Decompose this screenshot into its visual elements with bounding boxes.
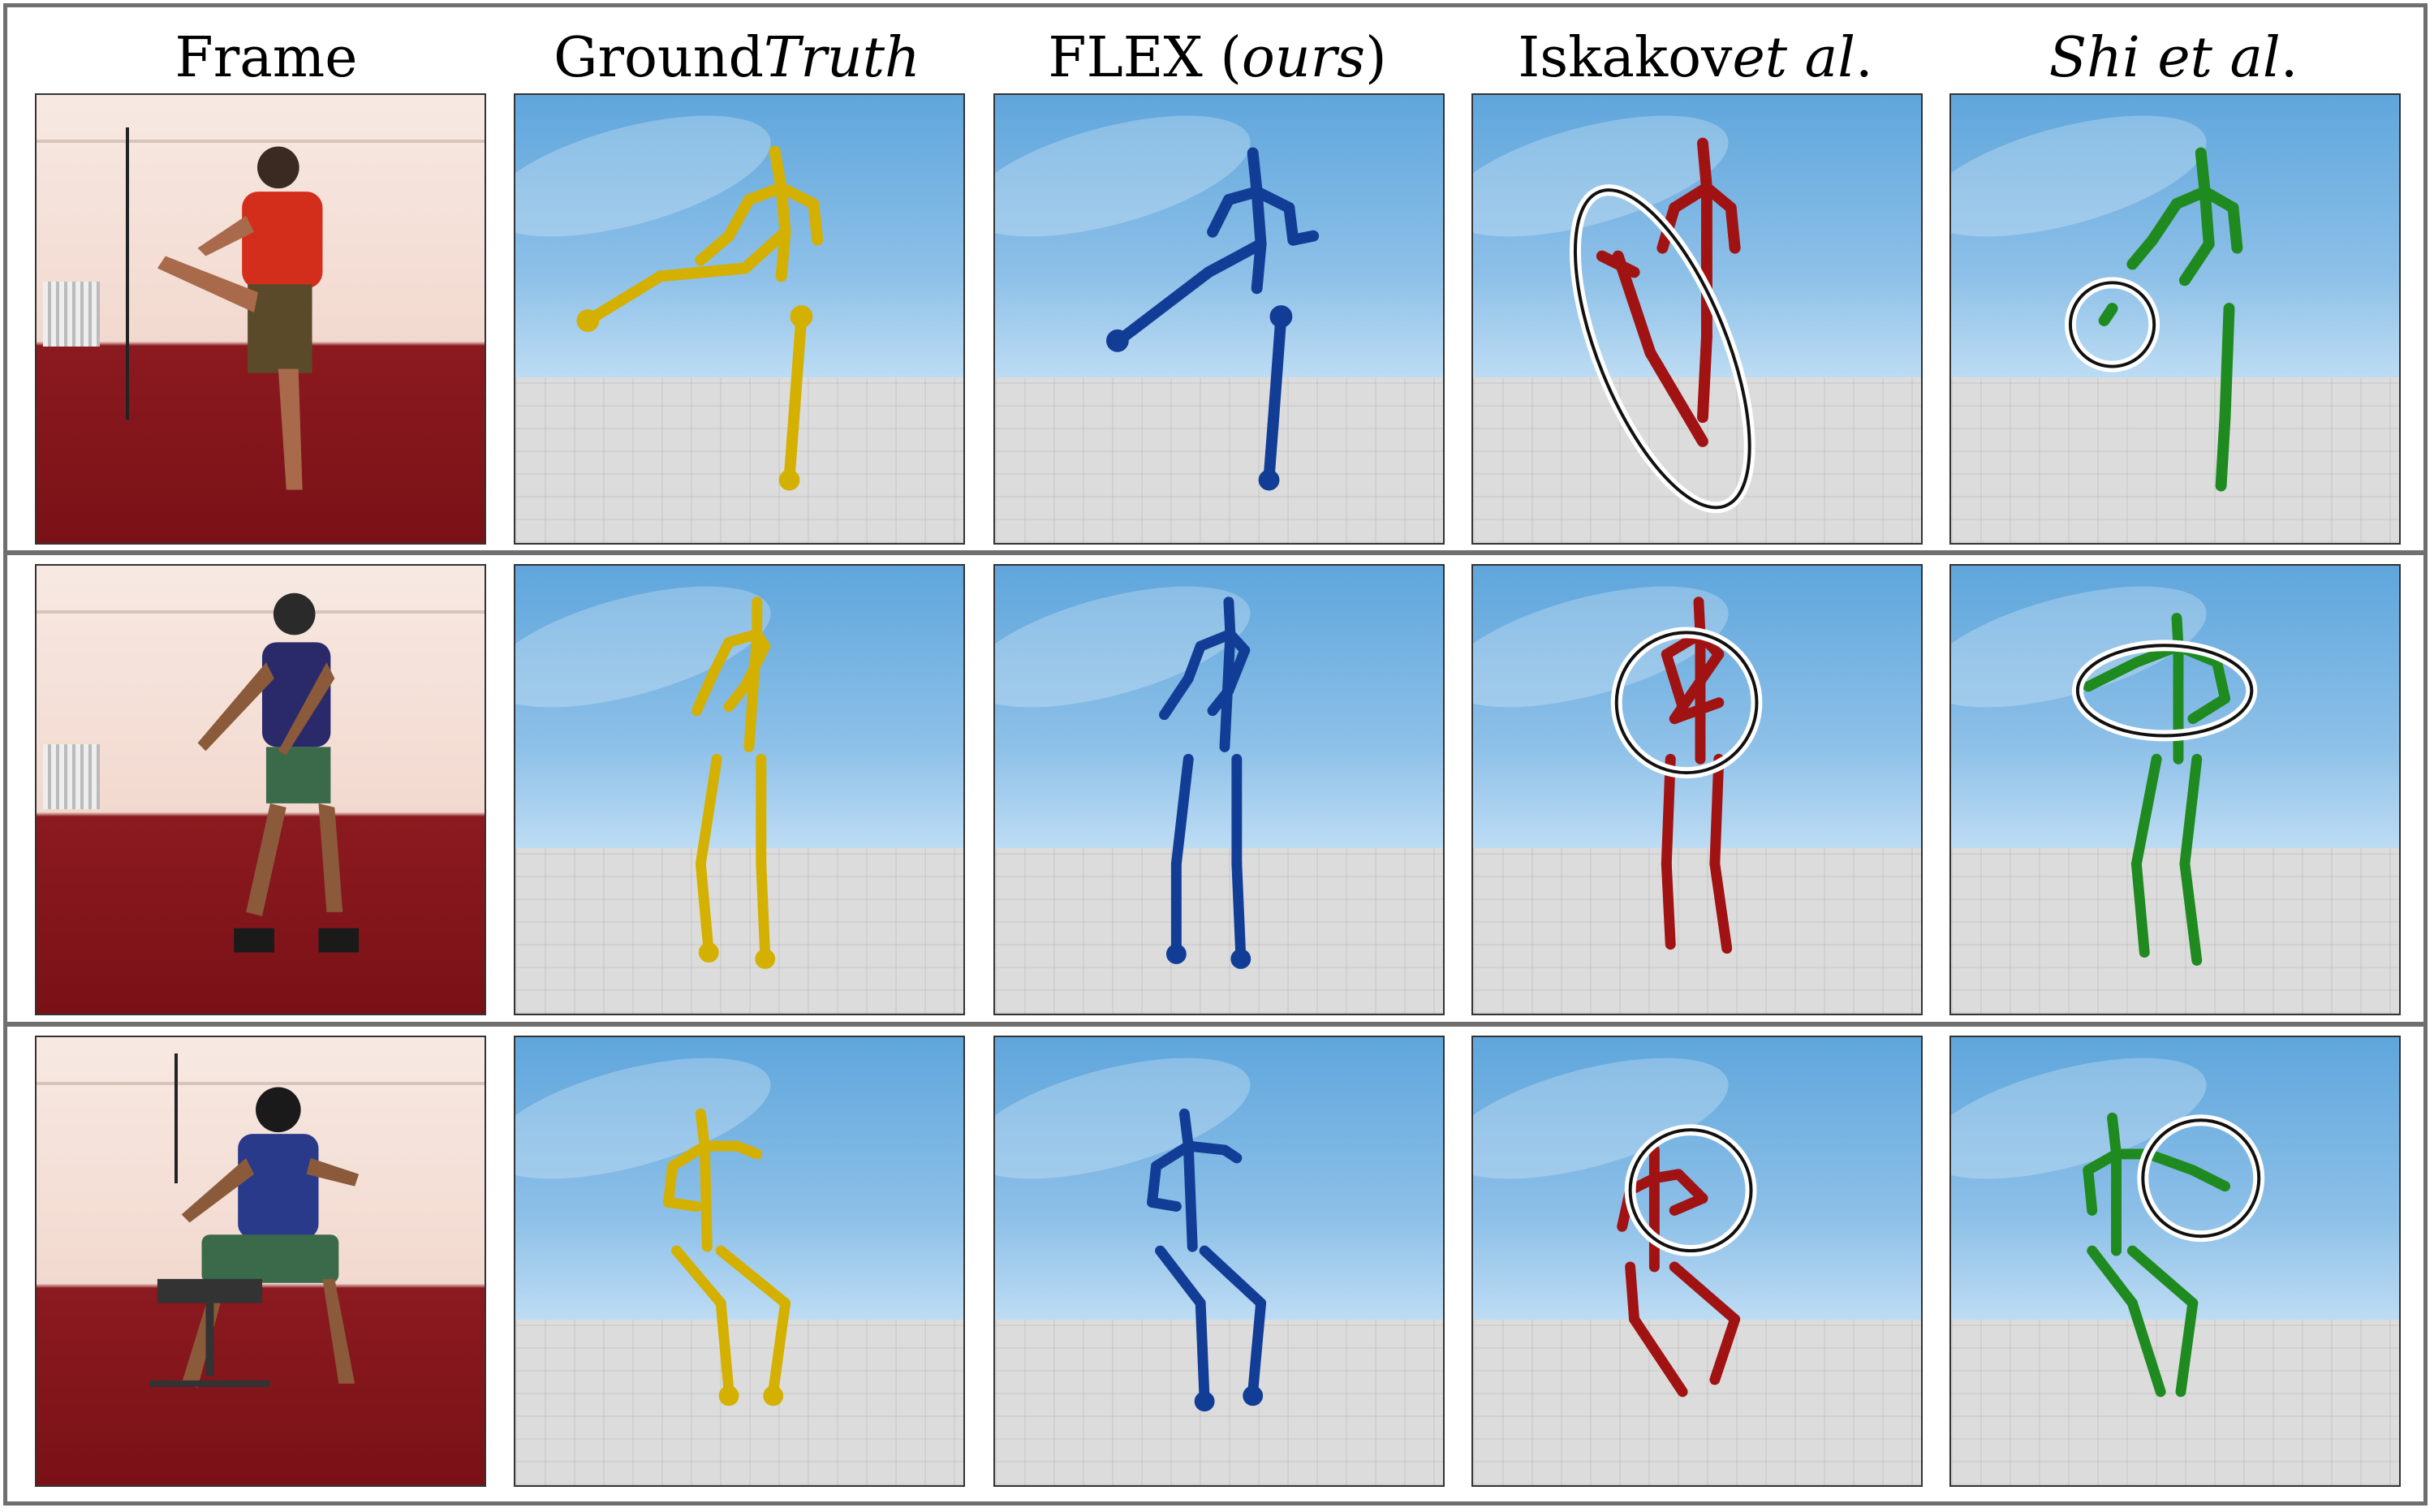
panel-ground-truth-row1 (514, 93, 965, 545)
skeleton-ground-truth (663, 1108, 791, 1406)
skeleton-iskakov (1617, 1124, 1757, 1398)
panel-shi-row2 (1949, 564, 2401, 1015)
skeleton-flex (1106, 147, 1320, 491)
header-flex: FLEX (ours) (1048, 25, 1387, 90)
skeleton-shi (2071, 613, 2258, 966)
person-standing (197, 592, 360, 953)
person-kicking (157, 146, 323, 490)
frame-photo-row3 (35, 1036, 486, 1487)
person-sitting (149, 1087, 360, 1388)
panel-shi-row1 (1949, 93, 2401, 545)
skeleton-shi (2083, 1112, 2265, 1398)
panel-flex-row1 (993, 93, 1445, 545)
header-iskakov: Iskakov et al. (1518, 25, 1873, 90)
figure-border (3, 3, 2428, 1506)
panel-iskakov-row2 (1471, 564, 1923, 1015)
row-separator (3, 550, 2428, 555)
skeleton-iskakov (1610, 597, 1763, 954)
row-separator (3, 1022, 2428, 1027)
skeleton-ground-truth (691, 597, 776, 969)
skeleton-flex (1147, 1108, 1267, 1412)
panel-flex-row2 (993, 564, 1445, 1015)
skeleton-shi (2064, 147, 2243, 492)
panel-shi-row3 (1949, 1036, 2401, 1487)
frame-photo-row1 (35, 93, 486, 545)
header-shi: Shi et al. (2048, 25, 2298, 90)
panel-ground-truth-row2 (514, 564, 965, 1015)
header-ground-truth: Ground Truth (554, 25, 920, 90)
skeleton-flex (1159, 597, 1251, 969)
header-frame: Frame (174, 25, 358, 90)
panel-ground-truth-row3 (514, 1036, 965, 1487)
panel-iskakov-row1 (1471, 93, 1923, 545)
panel-flex-row3 (993, 1036, 1445, 1487)
skeleton-iskakov (1570, 137, 1755, 514)
panel-iskakov-row3 (1471, 1036, 1923, 1487)
frame-photo-row2 (35, 564, 486, 1015)
skeleton-ground-truth (576, 145, 824, 491)
